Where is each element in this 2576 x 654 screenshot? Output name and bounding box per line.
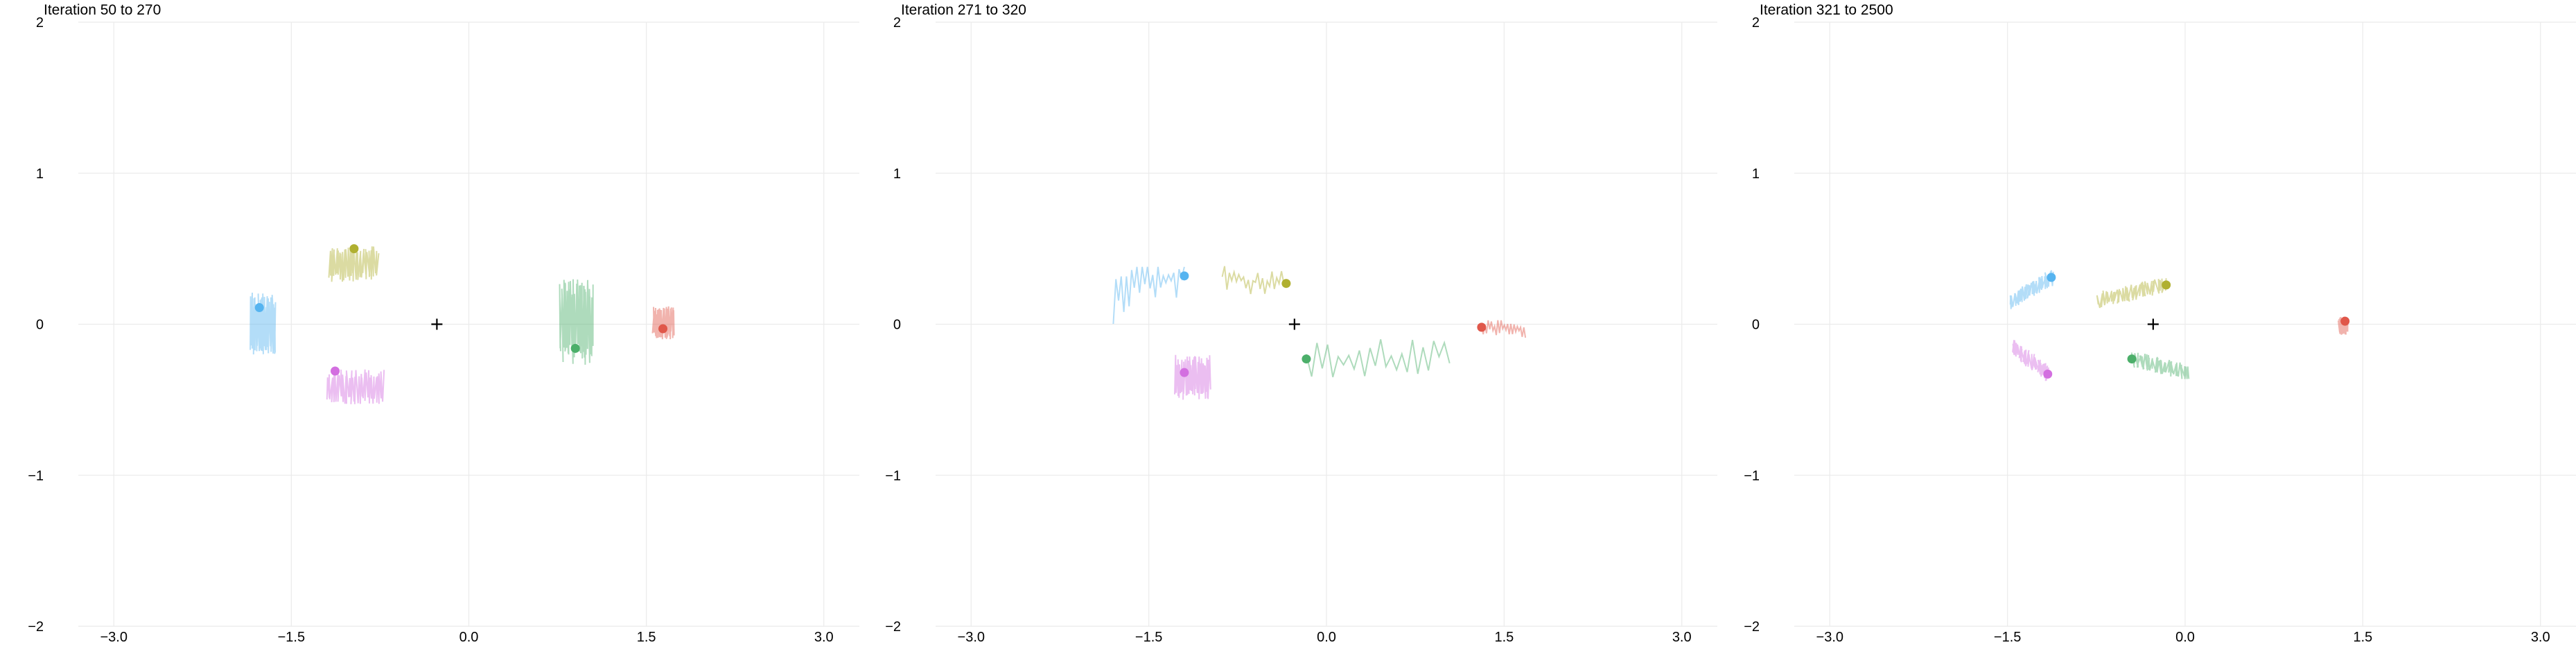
data-point — [349, 244, 359, 254]
data-point — [1180, 271, 1189, 281]
y-tick-label: 1 — [893, 166, 901, 182]
chart-title: Iteration 321 to 2500 — [1760, 2, 1893, 18]
data-point — [2043, 369, 2053, 379]
chart-panel-1: Iteration 50 to 270 −3.0 −1.5 0.0 1.5 3.0 2 1 0 −… — [28, 2, 859, 645]
trail-line — [1305, 339, 1451, 377]
center-marker — [1288, 318, 1300, 330]
data-point — [1302, 354, 1311, 364]
x-tick-label: 1.5 — [637, 630, 656, 645]
y-tick-label: −2 — [28, 619, 44, 635]
x-tick-label: 3.0 — [814, 630, 834, 645]
x-tick-label: 0.0 — [1317, 630, 1336, 645]
trail-line — [2012, 340, 2049, 381]
trail-line — [326, 369, 385, 404]
data-point — [1281, 279, 1291, 289]
y-tick-label: −2 — [1744, 619, 1760, 635]
trail-line — [1221, 266, 1287, 295]
data-point — [1180, 368, 1189, 377]
data-point — [658, 324, 668, 334]
x-tick-label: −3.0 — [100, 630, 127, 645]
chart-panel-3: Iteration 321 to 2500 −3.0 −1.5 0.0 1.5 3.0 2 1… — [1744, 2, 2576, 645]
data-point — [1477, 322, 1487, 332]
x-tick-label: 0.0 — [459, 630, 479, 645]
chart-title: Iteration 50 to 270 — [44, 2, 161, 18]
data-point — [2162, 280, 2171, 290]
x-tick-label: 1.5 — [1494, 630, 1514, 645]
data-point — [331, 366, 340, 376]
trail-line — [328, 246, 380, 282]
y-tick-label: 0 — [893, 318, 901, 333]
y-tick-label: 2 — [36, 15, 44, 31]
x-tick-label: 1.5 — [2353, 630, 2372, 645]
y-tick-label: 0 — [36, 318, 44, 333]
y-tick-label: −2 — [885, 619, 901, 635]
trail-line — [2009, 270, 2054, 309]
center-marker — [2147, 318, 2159, 330]
data-point — [2340, 316, 2350, 326]
y-tick-label: −1 — [1744, 468, 1760, 483]
x-tick-label: −1.5 — [278, 630, 305, 645]
trail-line — [1112, 266, 1185, 325]
trail-line — [651, 306, 675, 340]
trail-line — [1480, 320, 1527, 338]
y-tick-label: 1 — [1752, 166, 1760, 182]
data-point — [2127, 354, 2137, 364]
trail-line — [2096, 278, 2167, 309]
y-tick-label: 2 — [893, 15, 901, 31]
trail-line — [1174, 354, 1211, 400]
chart-title: Iteration 271 to 320 — [901, 2, 1026, 18]
x-tick-label: 0.0 — [2175, 630, 2195, 645]
y-tick-label: 1 — [36, 166, 44, 182]
y-tick-label: 0 — [1752, 318, 1760, 333]
x-tick-label: −3.0 — [1816, 630, 1843, 645]
chart-panel-2: Iteration 271 to 320 −3.0 −1.5 0.0 1.5 3.0 2 1 0… — [885, 2, 1717, 645]
x-tick-label: −1.5 — [1135, 630, 1162, 645]
data-point — [2047, 273, 2056, 282]
x-tick-label: 3.0 — [2531, 630, 2550, 645]
trail-line — [249, 292, 277, 355]
y-tick-label: −1 — [28, 468, 44, 483]
x-tick-label: 3.0 — [1672, 630, 1692, 645]
trail-line — [559, 279, 594, 365]
x-tick-label: −3.0 — [958, 630, 985, 645]
center-marker — [431, 318, 443, 330]
x-tick-label: −1.5 — [1994, 630, 2021, 645]
y-tick-label: −1 — [885, 468, 901, 483]
trail-line — [2130, 352, 2190, 379]
data-point — [254, 303, 264, 313]
y-tick-label: 2 — [1752, 15, 1760, 31]
data-point — [570, 343, 580, 353]
